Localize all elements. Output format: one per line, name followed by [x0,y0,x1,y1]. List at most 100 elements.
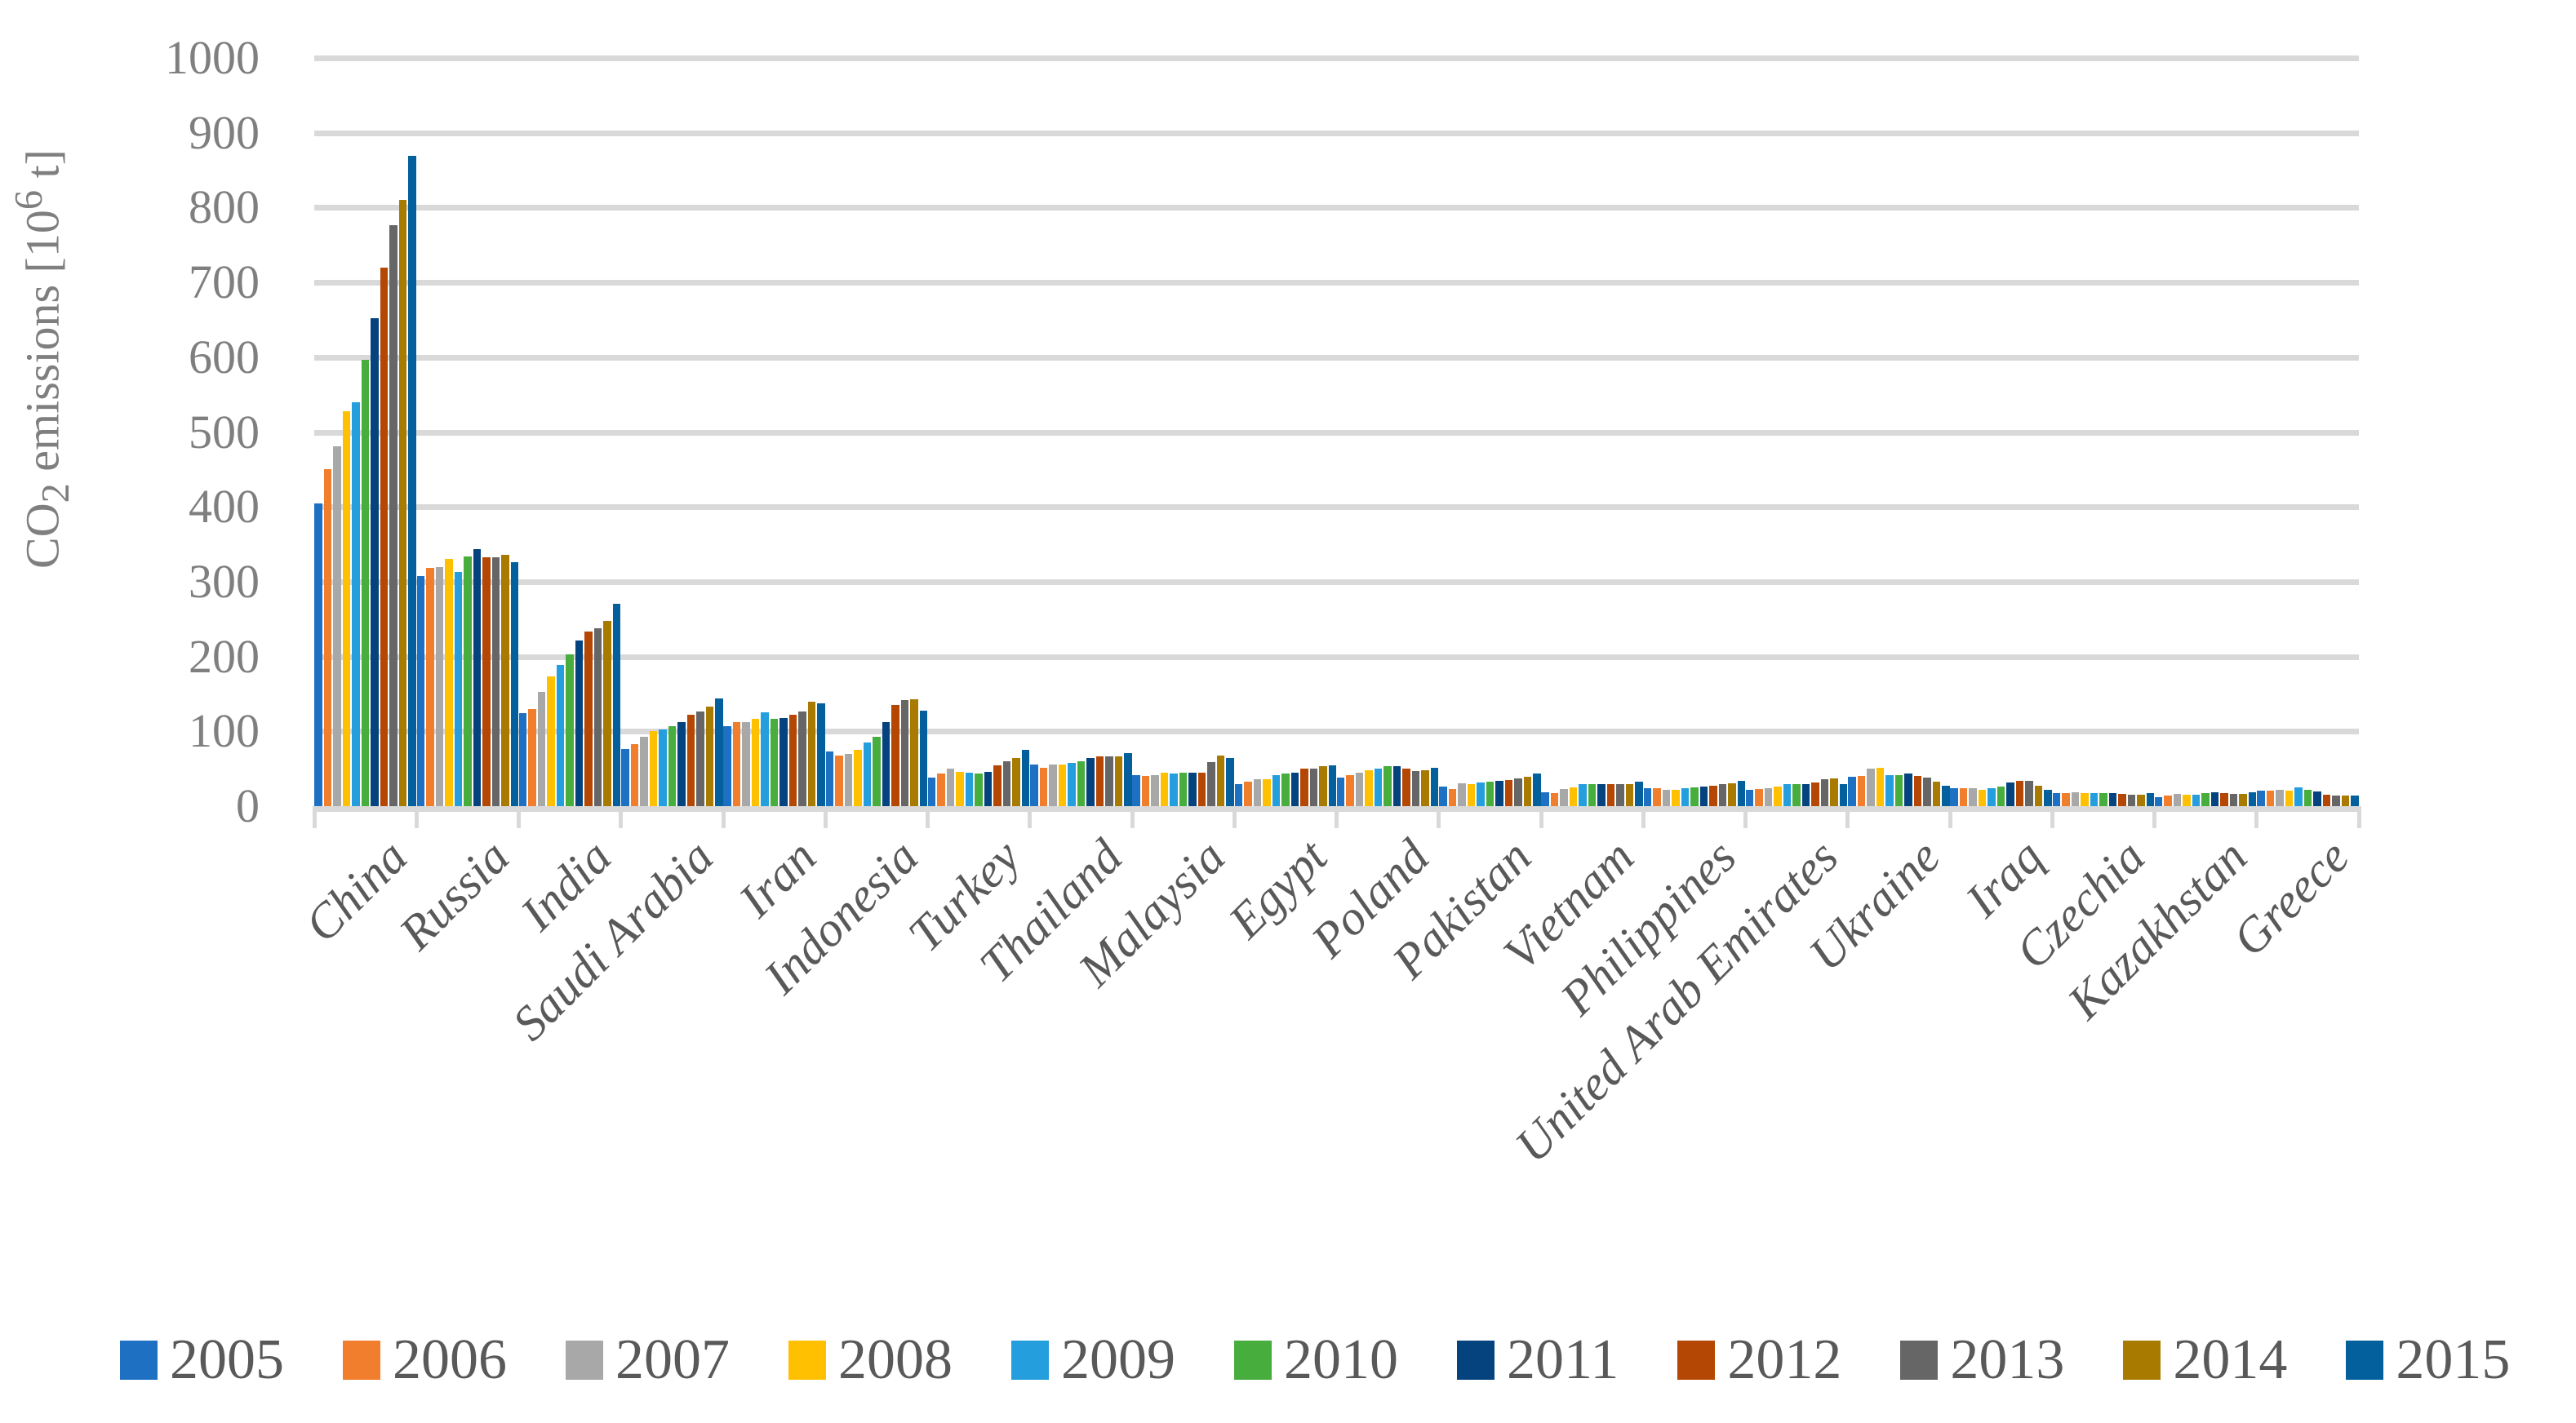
bar-iraq-2008 [1978,789,1987,806]
bar-indonesia-2012 [891,705,899,806]
bar-czechia-2005 [2052,792,2061,806]
bar-group-poland [1336,58,1439,806]
bar-china-2007 [333,446,341,806]
bar-pakistan-2010 [1486,781,1495,806]
bar-group-united-arab-emirates [1745,58,1848,806]
bar-pakistan-2006 [1448,788,1457,806]
bar-poland-2009 [1374,769,1383,806]
bar-india-2015 [612,603,621,806]
bar-philippines-2007 [1662,789,1671,806]
bar-kazakhstan-2010 [2201,793,2210,806]
bar-iraq-2014 [2034,786,2043,806]
bar-poland-2015 [1430,768,1439,806]
bar-poland-2007 [1355,772,1364,806]
bar-thailand-2013 [1105,756,1113,806]
bar-egypt-2012 [1300,769,1308,806]
bar-kazakhstan-2006 [2164,796,2172,806]
bar-turkey-2011 [984,771,993,806]
bar-ukraine-2014 [1932,781,1941,806]
bar-malaysia-2011 [1188,772,1197,806]
bar-india-2006 [528,708,536,806]
bar-pakistan-2015 [1533,773,1541,806]
y-tick-label-100: 100 [189,704,260,758]
gridline-600 [314,354,2359,361]
bar-russia-2009 [454,571,463,806]
bar-china-2014 [398,200,407,806]
bar-group-greece [2257,58,2359,806]
x-axis-tick [721,806,726,828]
bar-greece-2014 [2341,796,2350,806]
bar-egypt-2005 [1234,783,1243,806]
bar-indonesia-2011 [882,722,890,806]
bar-poland-2008 [1365,769,1373,806]
bar-vietnam-2012 [1606,783,1615,806]
bar-vietnam-2013 [1616,784,1624,806]
bar-iraq-2010 [1996,787,2005,806]
bar-ukraine-2005 [1848,777,1856,806]
legend-swatch-2013 [1900,1341,1939,1380]
bar-iraq-2011 [2006,782,2014,806]
bar-pakistan-2009 [1477,782,1485,806]
bar-group-egypt [1234,58,1337,806]
bar-saudi-arabia-2009 [659,729,667,806]
bar-egypt-2006 [1244,781,1252,806]
legend-label-2012: 2012 [1727,1328,1842,1391]
y-tick-label-600: 600 [189,330,260,383]
bar-turkey-2009 [965,772,974,806]
bar-turkey-2013 [1002,760,1011,806]
bar-kazakhstan-2014 [2239,794,2247,806]
bar-iran-2011 [779,717,788,806]
x-axis-tick [517,806,521,828]
x-axis-tick [619,806,624,828]
x-axis-tick [1028,806,1033,828]
bar-thailand-2007 [1049,764,1057,806]
bar-india-2010 [566,654,574,806]
bar-philippines-2014 [1728,782,1736,806]
bar-india-2014 [603,620,611,806]
legend-item-2014: 2014 [2123,1332,2287,1389]
x-axis-tick [1232,806,1237,828]
legend-label-2007: 2007 [615,1328,730,1391]
x-axis-tick [2254,806,2259,828]
bar-malaysia-2010 [1179,772,1188,806]
bar-united-arab-emirates-2008 [1774,787,1782,806]
bar-russia-2006 [426,568,434,806]
bar-malaysia-2006 [1141,776,1150,806]
bar-turkey-2012 [993,765,1002,806]
bar-united-arab-emirates-2012 [1811,782,1819,806]
bar-iran-2010 [770,718,779,806]
x-axis-tick [2050,806,2054,828]
bar-saudi-arabia-2011 [677,722,686,806]
bar-greece-2009 [2294,787,2303,806]
gridline-100 [314,729,2359,735]
bar-czechia-2015 [2146,793,2155,806]
legend-swatch-2009 [1011,1341,1049,1380]
bar-egypt-2014 [1319,766,1327,806]
bar-kazakhstan-2005 [2154,797,2163,806]
bar-vietnam-2008 [1569,787,1578,806]
legend-label-2008: 2008 [838,1328,953,1391]
bar-united-arab-emirates-2013 [1820,779,1829,806]
bar-china-2008 [342,410,351,806]
gridline-500 [314,429,2359,436]
bar-group-kazakhstan [2154,58,2257,806]
legend-label-2015: 2015 [2396,1328,2511,1391]
bar-philippines-2012 [1709,786,1717,806]
bar-egypt-2015 [1328,765,1337,806]
x-axis-tick [2356,806,2361,828]
x-axis-tick [1743,806,1748,828]
bar-pakistan-2014 [1523,777,1532,806]
bar-china-2005 [314,503,322,806]
bar-iraq-2007 [1969,788,1977,806]
bar-greece-2015 [2351,796,2359,806]
bar-group-philippines [1643,58,1746,806]
x-axis-tick [414,806,419,828]
legend-swatch-2005 [120,1341,158,1380]
bar-czechia-2012 [2118,794,2126,806]
bar-malaysia-2015 [1226,758,1234,806]
bar-poland-2013 [1411,770,1420,806]
bar-united-arab-emirates-2010 [1792,783,1801,806]
bar-iraq-2005 [1950,788,1958,806]
bar-malaysia-2008 [1160,772,1169,806]
bar-indonesia-2007 [844,753,853,806]
